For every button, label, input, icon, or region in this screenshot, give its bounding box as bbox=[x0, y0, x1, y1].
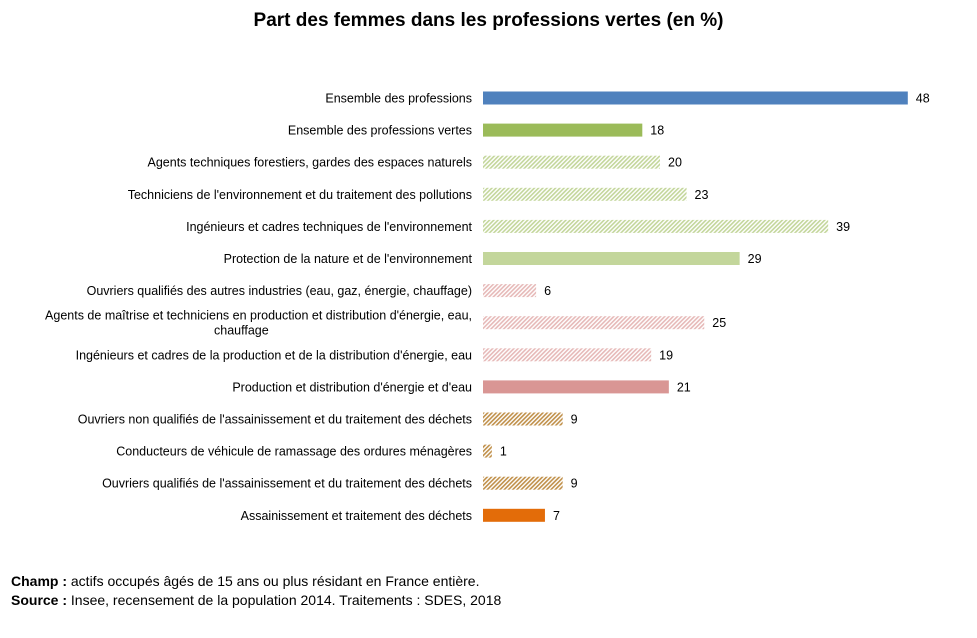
category-label-10: Ouvriers non qualifiés de l'assainisseme… bbox=[78, 413, 472, 427]
value-label-6: 6 bbox=[544, 284, 551, 298]
category-label-13: Assainissement et traitement des déchets bbox=[241, 509, 472, 523]
bar-4 bbox=[483, 219, 829, 233]
value-label-12: 9 bbox=[571, 477, 578, 491]
bar-6 bbox=[483, 284, 537, 298]
bar-chart: 48 Ensemble des professions 18 Ensemble des… bbox=[45, 91, 930, 523]
category-label-8: Ingénieurs et cadres de la production et… bbox=[76, 348, 472, 362]
source-text: Insee, recensement de la population 2014… bbox=[67, 592, 502, 608]
bar-1 bbox=[483, 123, 643, 137]
bar-3 bbox=[483, 187, 687, 201]
category-label-0: Ensemble des professions bbox=[325, 92, 472, 106]
chart-notes: Champ : actifs occupés âgés de 15 ans ou… bbox=[11, 572, 501, 610]
bar-5 bbox=[483, 252, 740, 265]
value-label-7: 25 bbox=[712, 316, 726, 330]
source-note: Source : Insee, recensement de la popula… bbox=[11, 591, 501, 610]
champ-text: actifs occupés âgés de 15 ans ou plus ré… bbox=[67, 573, 480, 589]
bar-9 bbox=[483, 380, 669, 394]
champ-note: Champ : actifs occupés âgés de 15 ans ou… bbox=[11, 572, 501, 591]
category-label-9: Production et distribution d'énergie et … bbox=[232, 380, 472, 394]
category-label-4: Ingénieurs et cadres techniques de l'env… bbox=[186, 220, 472, 234]
value-label-8: 19 bbox=[659, 348, 673, 362]
category-label-11: Conducteurs de véhicule de ramassage des… bbox=[116, 445, 472, 459]
bar-11 bbox=[483, 444, 492, 458]
value-label-0: 48 bbox=[916, 92, 930, 106]
value-label-3: 23 bbox=[695, 188, 709, 202]
category-label-1: Ensemble des professions vertes bbox=[288, 124, 472, 138]
category-label-7: Agents de maîtrise et techniciens en pro… bbox=[45, 309, 472, 338]
bar-12 bbox=[483, 476, 563, 490]
category-label-3: Techniciens de l'environnement et du tra… bbox=[128, 188, 472, 202]
value-label-10: 9 bbox=[571, 413, 578, 427]
value-label-2: 20 bbox=[668, 156, 682, 170]
value-label-4: 39 bbox=[836, 220, 850, 234]
category-label-12: Ouvriers qualifiés de l'assainissement e… bbox=[102, 477, 472, 491]
value-label-1: 18 bbox=[650, 124, 664, 138]
bar-10 bbox=[483, 412, 563, 426]
value-label-5: 29 bbox=[748, 252, 762, 266]
value-label-9: 21 bbox=[677, 380, 691, 394]
chart-title: Part des femmes dans les professions ver… bbox=[253, 10, 724, 31]
value-label-13: 7 bbox=[553, 509, 560, 523]
category-label-6: Ouvriers qualifiés des autres industries… bbox=[87, 284, 472, 298]
bar-7 bbox=[483, 316, 705, 330]
category-label-5: Protection de la nature et de l'environn… bbox=[224, 252, 473, 266]
bar-0 bbox=[483, 91, 908, 105]
bar-13 bbox=[483, 508, 545, 522]
bar-2 bbox=[483, 155, 660, 169]
bar-8 bbox=[483, 348, 652, 362]
category-label-2: Agents techniques forestiers, gardes des… bbox=[148, 156, 473, 170]
champ-label: Champ : bbox=[11, 573, 67, 589]
value-label-11: 1 bbox=[500, 445, 507, 459]
source-label: Source : bbox=[11, 592, 68, 608]
bars-layer: 48 Ensemble des professions 18 Ensemble des… bbox=[45, 91, 930, 523]
